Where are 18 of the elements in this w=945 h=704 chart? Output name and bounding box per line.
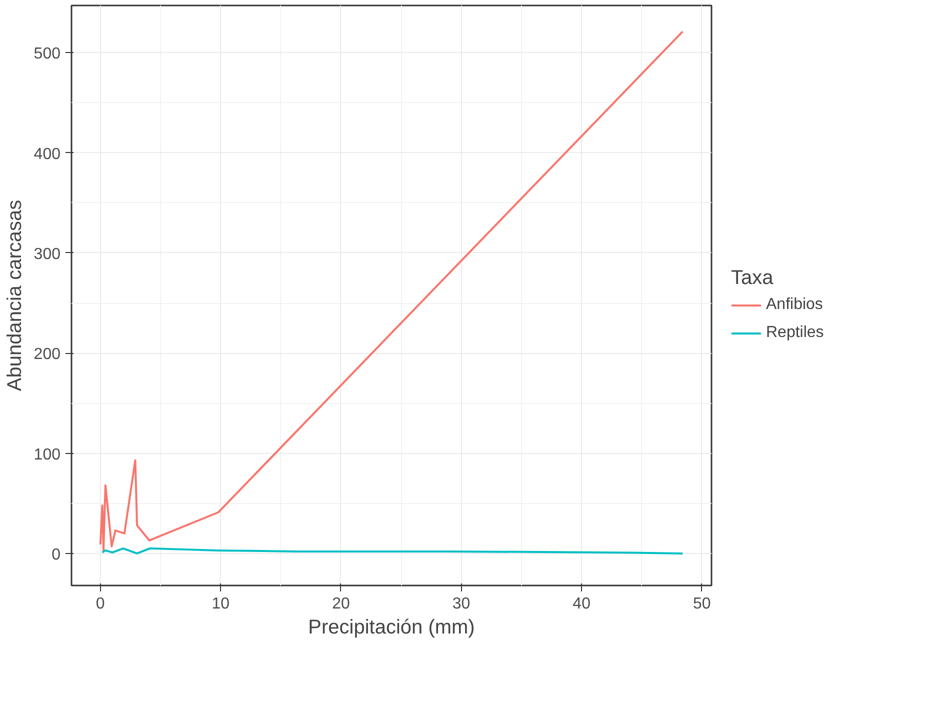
legend-label: Anfibios: [766, 296, 823, 314]
y-tick-label: 200: [34, 346, 61, 364]
x-tick-label: 30: [452, 596, 470, 612]
y-axis-title: Abundancia carcasas: [4, 200, 26, 392]
x-tick-label: 40: [572, 596, 591, 612]
legend-label: Reptiles: [766, 324, 824, 342]
x-tick-label: 10: [212, 596, 230, 612]
y-tick-label: 300: [34, 246, 61, 263]
y-tick-label: 500: [34, 46, 61, 63]
x-axis-title: Precipitación (mm): [308, 616, 475, 638]
x-tick-label: 0: [96, 596, 105, 612]
legend-title: Taxa: [731, 266, 774, 290]
x-tick-label: 50: [692, 596, 711, 612]
line-series: [99, 30, 684, 552]
y-tick-label: 0: [52, 546, 61, 564]
x-tick-label: 20: [332, 596, 350, 612]
y-tick-label: 400: [34, 146, 61, 163]
y-tick-label: 100: [34, 446, 61, 464]
